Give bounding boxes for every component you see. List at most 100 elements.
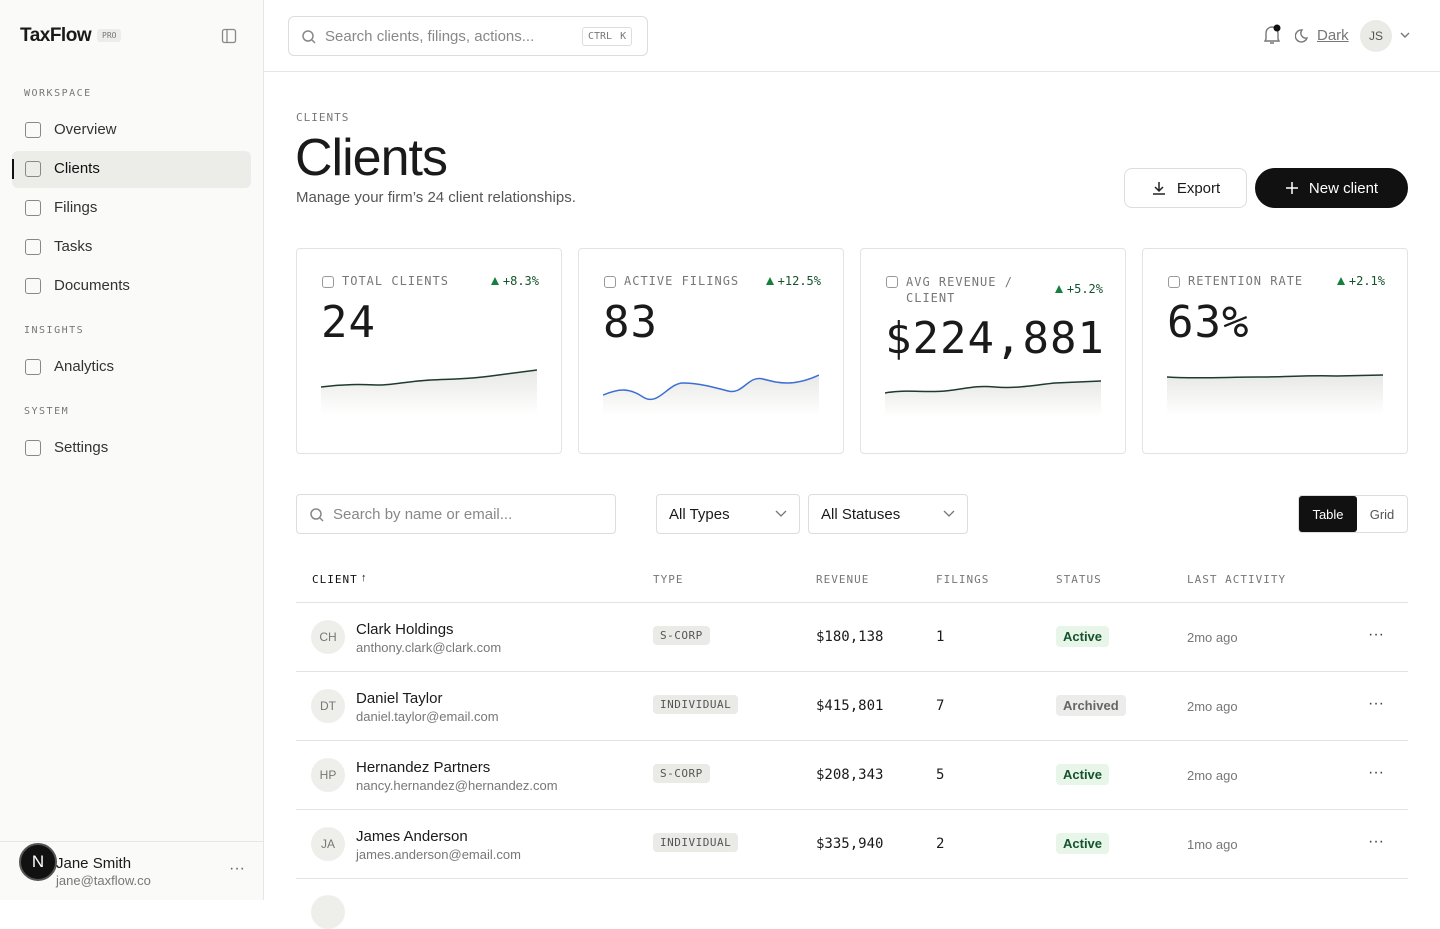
- column-header[interactable]: FILINGS: [936, 573, 990, 586]
- user-email: jane@taxflow.co: [56, 873, 151, 888]
- status-badge: Active: [1056, 626, 1110, 647]
- client-type: INDIVIDUAL: [653, 695, 739, 714]
- global-search[interactable]: Search clients, filings, actions... CTRL…: [288, 16, 648, 56]
- type-filter[interactable]: All Types: [656, 494, 800, 534]
- nav-section: SYSTEM: [24, 406, 70, 417]
- row-menu[interactable]: ···: [1368, 626, 1384, 643]
- client-name[interactable]: James Anderson: [356, 828, 468, 845]
- dev-indicator[interactable]: N: [19, 843, 57, 881]
- stat-change: +2.1%: [1348, 274, 1385, 288]
- nav-icon: [25, 161, 41, 177]
- client-email: anthony.clark@clark.com: [356, 640, 502, 655]
- chevron: [943, 510, 955, 517]
- revenue: $335,940: [816, 836, 884, 852]
- nav-icon: [25, 440, 41, 456]
- status-filter-label: All Statuses: [821, 505, 901, 523]
- nav-item[interactable]: Analytics: [54, 358, 115, 375]
- last-activity: 2mo ago: [1187, 630, 1238, 645]
- last-activity: 2mo ago: [1187, 768, 1238, 783]
- change-arrow: [491, 277, 499, 285]
- sparkline: [321, 369, 537, 415]
- stat-icon: [886, 276, 898, 288]
- view-grid[interactable]: Grid: [1369, 506, 1395, 522]
- row-border: [296, 740, 1408, 741]
- client-avatar: CH: [311, 620, 345, 654]
- topbar-border: [264, 71, 1440, 72]
- nav-icon: [25, 122, 41, 138]
- nav-active: [12, 151, 251, 188]
- sparkline: [1167, 374, 1383, 415]
- stat-change: +8.3%: [502, 274, 539, 288]
- sparkline: [885, 380, 1101, 417]
- chevron: [1400, 32, 1410, 38]
- client-type: S-CORP: [653, 764, 710, 783]
- stat-label: RETENTION RATE: [1188, 274, 1304, 288]
- next-row-avatar: [311, 895, 345, 929]
- nav-item[interactable]: Settings: [54, 439, 109, 456]
- sort-icon: ↑: [361, 572, 367, 584]
- status-filter[interactable]: All Statuses: [808, 494, 968, 534]
- column-header[interactable]: LAST ACTIVITY: [1187, 573, 1287, 586]
- row-menu[interactable]: ···: [1368, 833, 1384, 850]
- stat-card: ACTIVE FILINGS +12.5% 83: [578, 248, 844, 454]
- change-arrow: [1055, 285, 1063, 293]
- client-type: S-CORP: [653, 626, 710, 645]
- breadcrumb: CLIENTS: [296, 111, 350, 124]
- row-menu[interactable]: ···: [1368, 695, 1384, 712]
- client-name[interactable]: Clark Holdings: [356, 621, 454, 638]
- collapse-icon[interactable]: [221, 28, 237, 44]
- client-name[interactable]: Hernandez Partners: [356, 759, 491, 776]
- last-activity: 1mo ago: [1187, 837, 1238, 852]
- client-avatar: JA: [311, 827, 345, 861]
- column-header[interactable]: REVENUE: [816, 573, 870, 586]
- header-border: [296, 602, 1408, 603]
- new-client-button[interactable]: New client: [1255, 168, 1408, 208]
- search-placeholder: Search clients, filings, actions...: [325, 28, 535, 45]
- type-filter-label: All Types: [669, 505, 730, 523]
- nav-icon: [25, 278, 41, 294]
- row-border: [296, 671, 1408, 672]
- nav-section: WORKSPACE: [24, 88, 92, 99]
- status-badge: Active: [1056, 833, 1110, 854]
- column-header[interactable]: STATUS: [1056, 573, 1102, 586]
- export-button[interactable]: Export: [1124, 168, 1247, 208]
- nav-item[interactable]: Overview: [54, 121, 117, 138]
- nav-item[interactable]: Tasks: [54, 238, 93, 255]
- nav-section: INSIGHTS: [24, 325, 85, 336]
- client-name[interactable]: Daniel Taylor: [356, 690, 443, 707]
- view-table[interactable]: Table: [1299, 496, 1357, 532]
- nav-item[interactable]: Documents: [54, 277, 130, 294]
- theme-toggle[interactable]: Dark: [1317, 27, 1349, 44]
- stat-label: AVG REVENUE / CLIENT: [906, 275, 1013, 305]
- row-menu[interactable]: ···: [1368, 764, 1384, 781]
- stat-card: TOTAL CLIENTS +8.3% 24: [296, 248, 562, 454]
- column-header[interactable]: TYPE: [653, 573, 684, 586]
- stat-value: 63%: [1167, 297, 1250, 348]
- shortcut: CTRL K: [582, 27, 633, 46]
- row-border: [296, 809, 1408, 810]
- filings: 5: [936, 767, 945, 783]
- search-icon: [310, 508, 324, 522]
- nav-item[interactable]: Filings: [54, 199, 98, 216]
- chevron: [775, 510, 787, 517]
- client-search[interactable]: Search by name or email...: [296, 494, 616, 534]
- badge: PRO: [97, 29, 122, 42]
- nav-item[interactable]: Clients: [54, 160, 100, 177]
- filings: 2: [936, 836, 945, 852]
- client-email: daniel.taylor@email.com: [356, 709, 499, 724]
- change-arrow: [1337, 277, 1345, 285]
- sidebar: TaxFlow PRO WORKSPACE Overview Clients Fili…: [0, 0, 264, 900]
- stat-value: $224,881: [885, 313, 1105, 364]
- client-avatar: HP: [311, 758, 345, 792]
- notifications[interactable]: [1262, 24, 1282, 46]
- stat-change: +12.5%: [777, 274, 821, 288]
- search-icon: [302, 30, 316, 44]
- user-menu[interactable]: ···: [229, 860, 245, 877]
- avatar[interactable]: JS: [1360, 20, 1392, 52]
- stat-icon: [322, 276, 334, 288]
- column-header[interactable]: CLIENT: [312, 573, 358, 586]
- stat-value: 83: [603, 297, 658, 348]
- nav-icon: [25, 359, 41, 375]
- page-subtitle: Manage your firm’s 24 client relationshi…: [296, 189, 576, 206]
